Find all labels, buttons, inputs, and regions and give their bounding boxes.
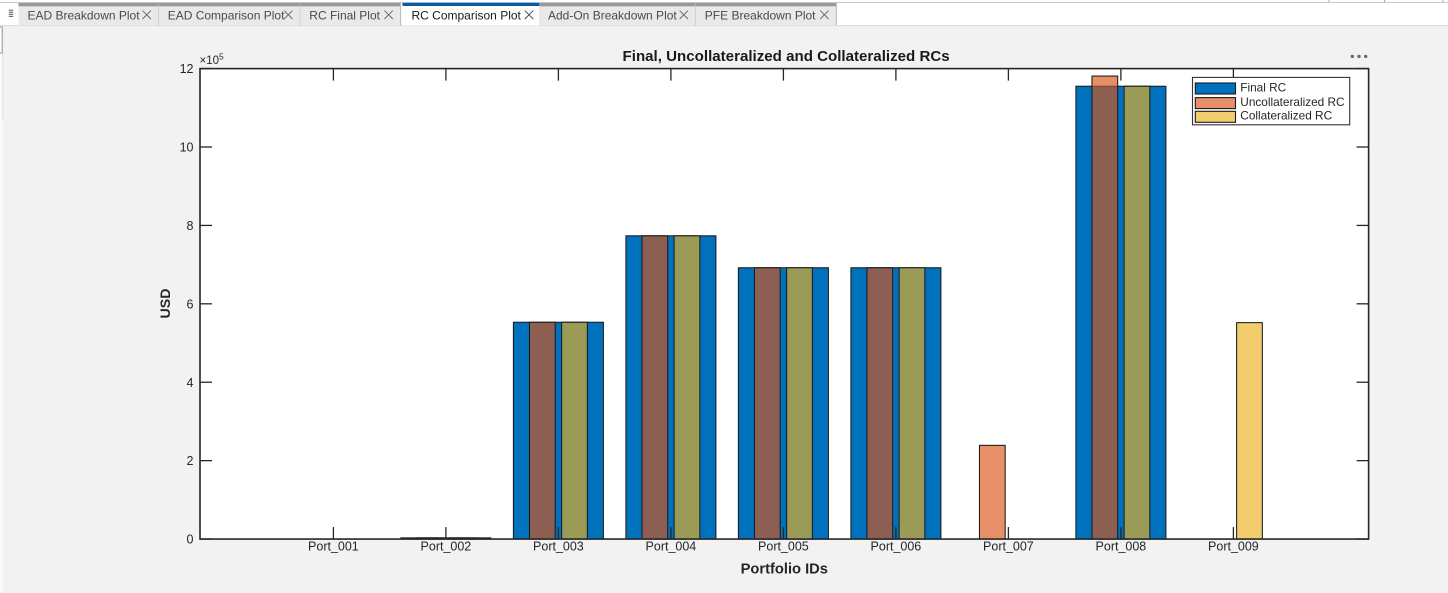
svg-text:4: 4 xyxy=(187,376,194,390)
svg-text:12: 12 xyxy=(180,62,194,76)
svg-text:Port_002: Port_002 xyxy=(421,540,472,554)
svg-text:USD: USD xyxy=(158,289,174,319)
svg-text:Collateralized RC: Collateralized RC xyxy=(1240,109,1332,123)
svg-text:RC Comparison Plot: RC Comparison Plot xyxy=(412,9,522,23)
svg-text:RC Final Plot: RC Final Plot xyxy=(309,9,380,23)
svg-text:Add-On Breakdown Plot: Add-On Breakdown Plot xyxy=(548,9,677,23)
svg-text:2: 2 xyxy=(187,454,194,468)
svg-text:Portfolio IDs: Portfolio IDs xyxy=(741,562,828,578)
svg-text:Final, Uncollateralized and Co: Final, Uncollateralized and Collateraliz… xyxy=(623,48,950,65)
svg-text:Port_007: Port_007 xyxy=(983,540,1034,554)
svg-text:Port_005: Port_005 xyxy=(758,540,809,554)
svg-text:Port_001: Port_001 xyxy=(308,540,359,554)
svg-text:Port_008: Port_008 xyxy=(1096,540,1147,554)
svg-text:×105: ×105 xyxy=(200,52,225,68)
svg-text:Final RC: Final RC xyxy=(1240,80,1286,94)
svg-text:8: 8 xyxy=(187,219,194,233)
svg-text:6: 6 xyxy=(187,297,194,311)
svg-text:Port_009: Port_009 xyxy=(1208,540,1259,554)
svg-text:PFE Breakdown Plot: PFE Breakdown Plot xyxy=(705,9,816,23)
svg-text:Port_003: Port_003 xyxy=(533,540,584,554)
svg-text:0: 0 xyxy=(187,533,194,547)
svg-text:10: 10 xyxy=(180,141,194,155)
svg-text:Uncollateralized RC: Uncollateralized RC xyxy=(1240,95,1345,109)
svg-text:Port_006: Port_006 xyxy=(871,540,922,554)
svg-text:EAD Comparison Plot: EAD Comparison Plot xyxy=(168,9,285,23)
svg-text:Port_004: Port_004 xyxy=(646,540,697,554)
svg-text:EAD Breakdown Plot: EAD Breakdown Plot xyxy=(28,9,141,23)
